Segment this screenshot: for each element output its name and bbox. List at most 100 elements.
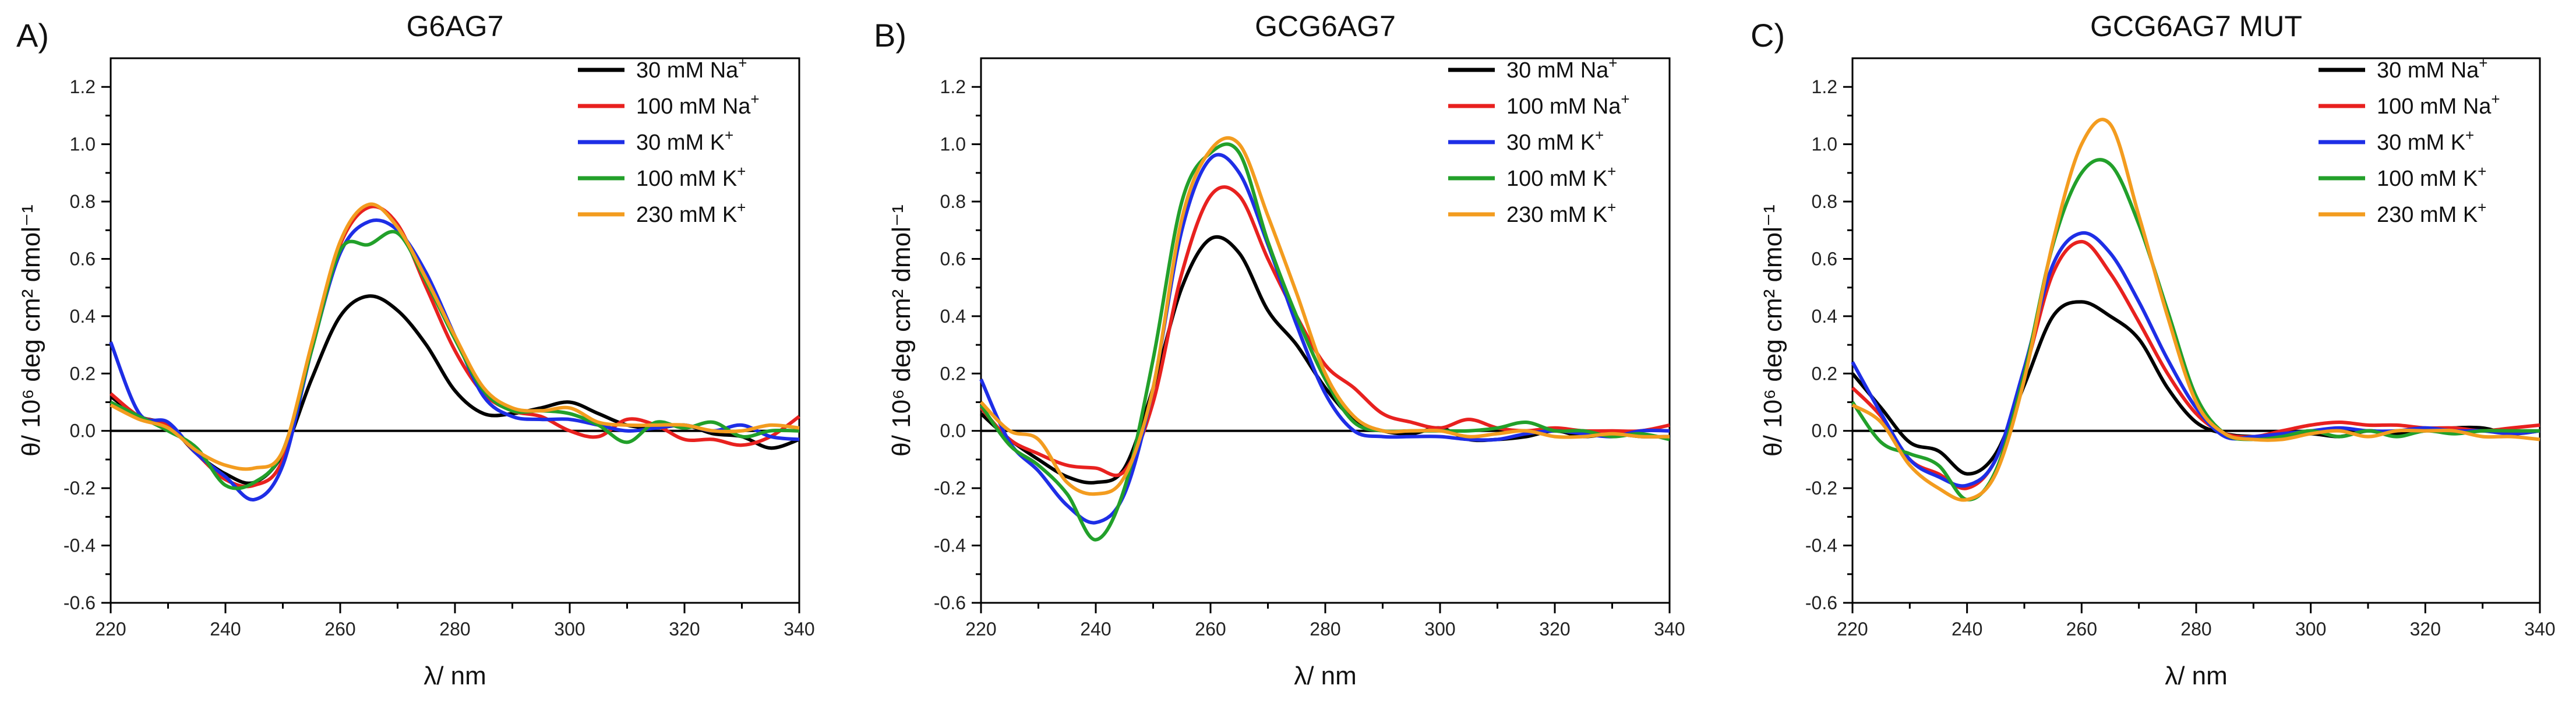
- x-tick-label: 220: [965, 619, 996, 640]
- y-tick-label: 0.4: [940, 306, 966, 327]
- x-tick-label: 300: [1424, 619, 1455, 640]
- series-line-1: [1851, 300, 2540, 476]
- panel-2: B) GCG6AG7 220 240 260 280 300 320 340 -0.6 -0.4 -0…: [874, 10, 1685, 690]
- legend-label: 230 mM K+: [636, 199, 746, 227]
- panel-title: GCG6AG7 MUT: [2090, 10, 2302, 43]
- y-tick-label: -0.6: [934, 592, 966, 613]
- y-tick-label: -0.2: [63, 478, 96, 499]
- x-tick-label: 320: [669, 619, 700, 640]
- y-axis-title: θ/ 10⁶ deg cm² dmol⁻¹: [1759, 204, 1787, 457]
- x-tick-label: 260: [1195, 619, 1226, 640]
- x-tick-label: 280: [2180, 619, 2211, 640]
- series-line-3: [1851, 231, 2540, 488]
- legend-label: 100 mM Na+: [2377, 90, 2500, 119]
- panel-label: B): [874, 17, 906, 54]
- y-tick-label: 0.8: [70, 191, 96, 212]
- panel-3: C) GCG6AG7 MUT 220 240 260 280 300 320 340 -0.6 -0…: [1751, 10, 2556, 690]
- legend-label: 100 mM Na+: [636, 90, 760, 119]
- x-tick-label: 280: [439, 619, 470, 640]
- y-tick-label: 0.2: [70, 363, 96, 384]
- y-tick-label: -0.4: [934, 535, 966, 556]
- legend-label: 230 mM K+: [2377, 199, 2486, 227]
- x-tick-label: 340: [784, 619, 814, 640]
- x-tick-label: 220: [1837, 619, 1868, 640]
- legend-superscript: +: [1607, 162, 1616, 180]
- legend-superscript: +: [750, 90, 759, 108]
- y-tick-label: 0.8: [940, 191, 966, 212]
- y-tick-label: 1.0: [70, 134, 96, 155]
- legend-superscript: +: [737, 199, 746, 216]
- legend-label: 230 mM K+: [1506, 199, 1616, 227]
- y-tick-label: 0.6: [1812, 248, 1837, 269]
- legend-label: 30 mM Na+: [2377, 54, 2487, 83]
- x-tick-label: 320: [2410, 619, 2441, 640]
- y-tick-label: 0.4: [70, 306, 96, 327]
- y-tick-label: 0.2: [1812, 363, 1837, 384]
- series-line-1: [979, 235, 1670, 485]
- y-tick-label: -0.2: [1805, 478, 1837, 499]
- panel-title: G6AG7: [407, 10, 504, 43]
- x-tick-label: 240: [210, 619, 241, 640]
- legend-superscript: +: [738, 54, 747, 72]
- y-tick-label: -0.4: [63, 535, 96, 556]
- legend-superscript: +: [2478, 199, 2486, 216]
- x-tick-label: 340: [2524, 619, 2555, 640]
- y-tick-label: 0.4: [1812, 306, 1837, 327]
- legend-superscript: +: [1607, 199, 1616, 216]
- legend-superscript: +: [1621, 90, 1629, 108]
- x-axis-title: λ/ nm: [1294, 662, 1357, 690]
- legend-superscript: +: [2491, 90, 2500, 108]
- legend-superscript: +: [2465, 126, 2474, 144]
- y-tick-label: 0.6: [70, 248, 96, 269]
- legend-superscript: +: [2478, 162, 2486, 180]
- series-line-4: [110, 229, 800, 490]
- y-tick-label: -0.6: [63, 592, 96, 613]
- legend-superscript: +: [725, 126, 733, 144]
- legend-label: 100 mM K+: [636, 162, 746, 191]
- x-tick-label: 300: [554, 619, 585, 640]
- x-tick-label: 260: [2066, 619, 2097, 640]
- series-line-3: [109, 218, 800, 501]
- series-line-5: [979, 136, 1670, 496]
- x-axis-title: λ/ nm: [2165, 662, 2228, 690]
- y-tick-label: 0.0: [1812, 421, 1837, 441]
- x-tick-label: 340: [1654, 619, 1685, 640]
- x-tick-label: 260: [324, 619, 355, 640]
- series-line-2: [1851, 239, 2540, 490]
- panel-title: GCG6AG7: [1255, 10, 1396, 43]
- panel-label: C): [1751, 17, 1785, 54]
- series-line-4: [979, 142, 1670, 542]
- y-tick-label: 1.0: [940, 134, 966, 155]
- x-tick-label: 240: [1952, 619, 1982, 640]
- legend-label: 30 mM Na+: [1506, 54, 1617, 83]
- y-tick-label: -0.6: [1805, 592, 1837, 613]
- series-line-5: [1851, 118, 2540, 502]
- x-tick-label: 240: [1080, 619, 1111, 640]
- legend-label: 30 mM K+: [636, 126, 733, 155]
- legend-label: 30 mM K+: [1506, 126, 1604, 155]
- y-tick-label: 0.8: [1812, 191, 1837, 212]
- x-tick-label: 300: [2295, 619, 2326, 640]
- y-tick-label: 0.2: [940, 363, 966, 384]
- panel-1: A) G6AG7 220 240 260 280 300 320 340 -0.6 -0.4 -0.2…: [16, 10, 815, 690]
- y-tick-label: 1.2: [70, 76, 96, 97]
- legend-label: 30 mM K+: [2377, 126, 2474, 155]
- y-tick-label: 1.2: [1812, 76, 1837, 97]
- x-tick-label: 320: [1539, 619, 1570, 640]
- y-tick-label: -0.2: [934, 478, 966, 499]
- series-line-1: [110, 294, 800, 485]
- y-tick-label: 1.0: [1812, 134, 1837, 155]
- x-tick-label: 220: [95, 619, 126, 640]
- legend-superscript: +: [1608, 54, 1617, 72]
- series-line-5: [110, 202, 800, 471]
- legend-superscript: +: [2479, 54, 2487, 72]
- legend-label: 100 mM Na+: [1506, 90, 1630, 119]
- x-axis-title: λ/ nm: [424, 662, 486, 690]
- legend-label: 30 mM Na+: [636, 54, 747, 83]
- y-axis-title: θ/ 10⁶ deg cm² dmol⁻¹: [887, 204, 916, 457]
- y-tick-label: -0.4: [1805, 535, 1837, 556]
- legend-superscript: +: [737, 162, 746, 180]
- series-line-2: [110, 204, 800, 489]
